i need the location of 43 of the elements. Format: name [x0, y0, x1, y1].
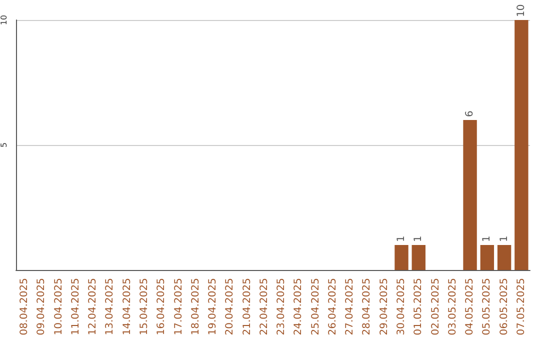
x-tick-label: 21.04.2025 [242, 278, 253, 336]
y-tick-label: 5 [0, 142, 8, 148]
bar [463, 120, 477, 270]
x-tick-label: 23.04.2025 [276, 278, 288, 336]
x-tick-label: 20.04.2025 [224, 278, 236, 336]
x-tick-label: 10.04.2025 [53, 278, 64, 336]
x-tick-label: 28.04.2025 [362, 278, 373, 336]
bar [497, 245, 512, 270]
x-tick-label: 12.04.2025 [88, 278, 99, 336]
x-tick-label: 19.04.2025 [208, 278, 219, 336]
x-tick-label: 09.04.2025 [36, 278, 48, 336]
x-tick-label: 25.04.2025 [310, 278, 322, 336]
data-label: 1 [413, 236, 424, 242]
x-tick-label: 01.05.2025 [413, 278, 424, 336]
x-tick-label: 16.04.2025 [156, 278, 168, 336]
x-tick-label: 26.04.2025 [327, 278, 338, 336]
bar [514, 20, 528, 270]
data-label: 6 [464, 110, 476, 117]
x-tick-label: 14.04.2025 [122, 278, 133, 336]
bar [412, 245, 426, 270]
x-tick-label: 24.04.2025 [293, 278, 304, 336]
x-tick-label: 30.04.2025 [396, 278, 407, 336]
data-label: 1 [482, 236, 493, 242]
x-tick-label: 15.04.2025 [139, 278, 150, 336]
data-label: 1 [396, 236, 407, 242]
x-tick-label: 18.04.2025 [190, 278, 202, 336]
x-tick-label: 02.05.2025 [430, 278, 442, 336]
x-tick-label: 05.05.2025 [482, 278, 493, 336]
x-tick-label: 29.04.2025 [378, 278, 390, 336]
bar [480, 245, 494, 270]
bar [394, 245, 408, 270]
x-tick-label: 03.05.2025 [447, 278, 458, 336]
data-label: 10 [516, 4, 527, 17]
x-tick-label: 08.04.2025 [19, 278, 30, 336]
x-tick-label: 04.05.2025 [464, 278, 476, 336]
x-tick-label: 06.05.2025 [498, 278, 510, 336]
x-tick-label: 17.04.2025 [173, 278, 184, 336]
x-tick-label: 22.04.2025 [258, 278, 270, 336]
x-tick-label: 27.04.2025 [344, 278, 356, 336]
x-tick-label: 13.04.2025 [104, 278, 116, 336]
x-tick-label: 11.04.2025 [70, 278, 82, 336]
data-label: 1 [498, 236, 510, 242]
x-tick-label: 07.05.2025 [516, 278, 527, 336]
